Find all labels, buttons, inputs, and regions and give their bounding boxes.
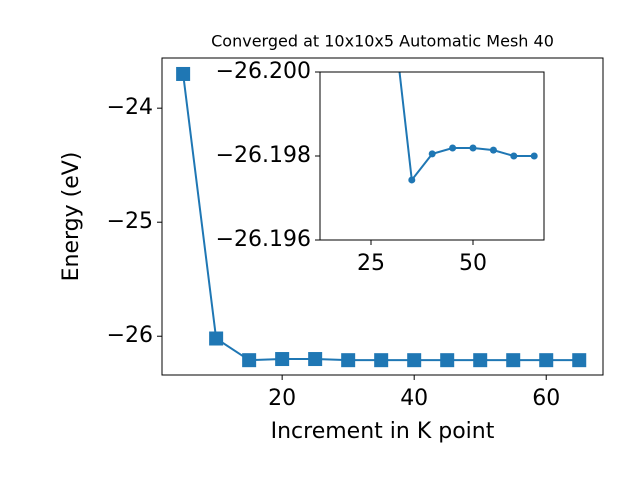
marker [408,176,416,184]
marker [440,353,455,368]
x-tick-label: 25 [357,251,385,276]
line [398,72,535,183]
series [176,66,587,368]
marker [506,353,521,368]
x-tick-label: 50 [459,251,487,276]
marker [308,352,323,367]
marker [407,353,422,368]
marker [275,352,290,367]
marker [242,353,257,368]
marker [572,353,587,368]
marker [489,146,497,154]
marker [473,353,488,368]
y-tick-label: −26.196 [216,227,311,252]
marker [539,353,554,368]
marker [449,144,457,152]
x-tick-label: 20 [268,386,296,411]
axes-frame [161,57,604,376]
y-tick-label: −26.200 [216,59,311,84]
marker [341,353,356,368]
x-tick-label: 60 [532,386,560,411]
marker [428,150,436,158]
x-axis-label: Increment in K point [271,419,495,444]
marker [374,353,389,368]
y-tick-label: −24 [107,95,153,120]
marker [209,331,224,346]
y-tick-label: −25 [107,209,153,234]
y-axis-label: Energy (eV) [59,152,84,282]
marker [530,152,538,160]
marker [176,66,191,81]
series [398,72,538,184]
chart-title: Converged at 10x10x5 Automatic Mesh 40 [211,32,554,51]
marker [510,152,518,160]
marker [469,144,477,152]
x-tick-label: 40 [400,386,428,411]
y-tick-label: −26.198 [216,143,311,168]
y-tick-label: −26 [107,323,153,348]
